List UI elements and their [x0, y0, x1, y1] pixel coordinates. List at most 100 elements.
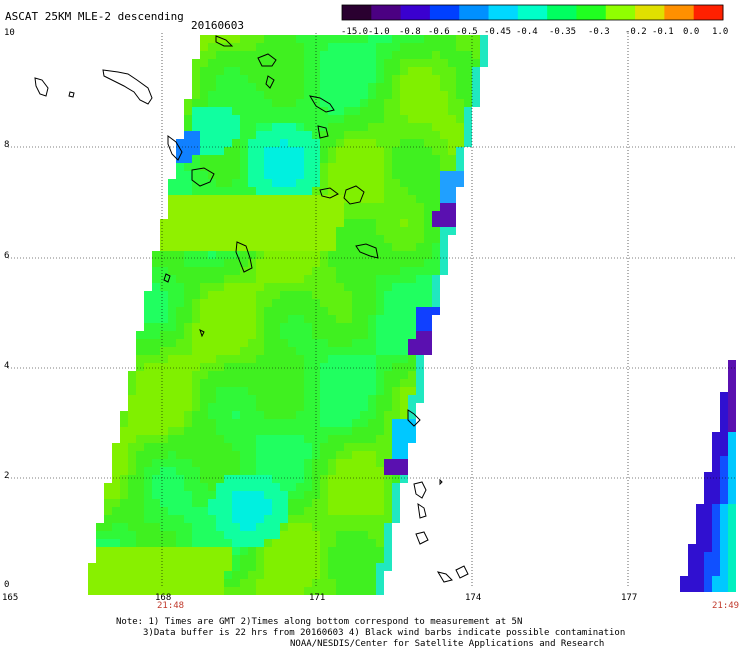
swath-cell — [224, 579, 232, 587]
swath-cell — [224, 59, 232, 67]
swath-cell — [280, 443, 288, 451]
swath-cell — [392, 507, 400, 515]
swath-cell — [280, 363, 288, 371]
swath-cell — [320, 563, 328, 571]
swath-cell — [280, 515, 288, 523]
swath-cell — [264, 291, 272, 299]
swath-cell — [232, 219, 240, 227]
swath-cell — [384, 275, 392, 283]
swath-cell — [376, 411, 384, 419]
swath-cell — [232, 443, 240, 451]
swath-cell — [240, 51, 248, 59]
swath-cell — [168, 587, 176, 595]
swath-cell — [400, 427, 408, 435]
swath-cell — [224, 459, 232, 467]
swath-cell — [184, 259, 192, 267]
swath-cell — [472, 35, 480, 43]
swath-cell — [720, 488, 728, 496]
lon-label-165: 165 — [2, 593, 19, 603]
swath-cell — [256, 379, 264, 387]
swath-cell — [264, 387, 272, 395]
swath-cell — [200, 283, 208, 291]
swath-cell — [296, 571, 304, 579]
swath-cell — [240, 139, 248, 147]
swath-cell — [288, 403, 296, 411]
swath-cell — [264, 203, 272, 211]
swath-cell — [368, 395, 376, 403]
swath-cell — [216, 267, 224, 275]
swath-cell — [256, 51, 264, 59]
swath-cell — [208, 355, 216, 363]
swath-cell — [256, 331, 264, 339]
swath-cell — [272, 243, 280, 251]
swath-cell — [224, 331, 232, 339]
swath-cell — [304, 411, 312, 419]
swath-cell — [176, 579, 184, 587]
swath-cell — [264, 515, 272, 523]
swath-cell — [368, 243, 376, 251]
swath-cell — [288, 59, 296, 67]
swath-cell — [248, 387, 256, 395]
swath-cell — [176, 179, 184, 187]
swath-cell — [232, 307, 240, 315]
swath-cell — [376, 211, 384, 219]
swath-cell — [432, 291, 440, 299]
swath-cell — [232, 499, 240, 507]
swath-cell — [208, 419, 216, 427]
swath-cell — [304, 251, 312, 259]
swath-cell — [360, 411, 368, 419]
swath-cell — [184, 403, 192, 411]
swath-cell — [216, 443, 224, 451]
colorbar-label-1: -15.0 — [341, 27, 369, 37]
swath-cell — [120, 515, 128, 523]
swath-cell — [264, 315, 272, 323]
swath-cell — [288, 43, 296, 51]
swath-cell — [352, 99, 360, 107]
swath-cell — [376, 283, 384, 291]
swath-cell — [256, 147, 264, 155]
swath-cell — [696, 536, 704, 544]
swath-cell — [344, 467, 352, 475]
swath-cell — [312, 355, 320, 363]
swath-cell — [720, 424, 728, 432]
swath-cell — [400, 379, 408, 387]
swath-cell — [376, 427, 384, 435]
swath-cell — [152, 531, 160, 539]
swath-cell — [312, 451, 320, 459]
swath-cell — [328, 307, 336, 315]
swath-cell — [304, 179, 312, 187]
swath-cell — [360, 531, 368, 539]
swath-cell — [256, 131, 264, 139]
swath-cell — [320, 91, 328, 99]
swath-cell — [304, 499, 312, 507]
swath-cell — [424, 179, 432, 187]
swath-cell — [248, 35, 256, 43]
swath-cell — [384, 507, 392, 515]
swath-cell — [216, 67, 224, 75]
swath-cell — [448, 51, 456, 59]
swath-cell — [184, 579, 192, 587]
swath-cell — [272, 419, 280, 427]
swath-cell — [208, 147, 216, 155]
swath-cell — [304, 523, 312, 531]
swath-cell — [392, 163, 400, 171]
swath-cell — [208, 483, 216, 491]
swath-cell — [120, 411, 128, 419]
swath-cell — [328, 355, 336, 363]
swath-cell — [328, 131, 336, 139]
swath-cell — [224, 571, 232, 579]
swath-cell — [424, 259, 432, 267]
swath-cell — [304, 67, 312, 75]
swath-cell — [208, 411, 216, 419]
swath-cell — [248, 131, 256, 139]
swath-cell — [344, 147, 352, 155]
swath-cell — [368, 531, 376, 539]
swath-cell — [176, 507, 184, 515]
swath-cell — [200, 379, 208, 387]
swath-cell — [288, 219, 296, 227]
swath-cell — [392, 499, 400, 507]
swath-cell — [216, 195, 224, 203]
swath-cell — [360, 299, 368, 307]
swath-cell — [144, 563, 152, 571]
colorbar-swatch — [400, 5, 431, 20]
